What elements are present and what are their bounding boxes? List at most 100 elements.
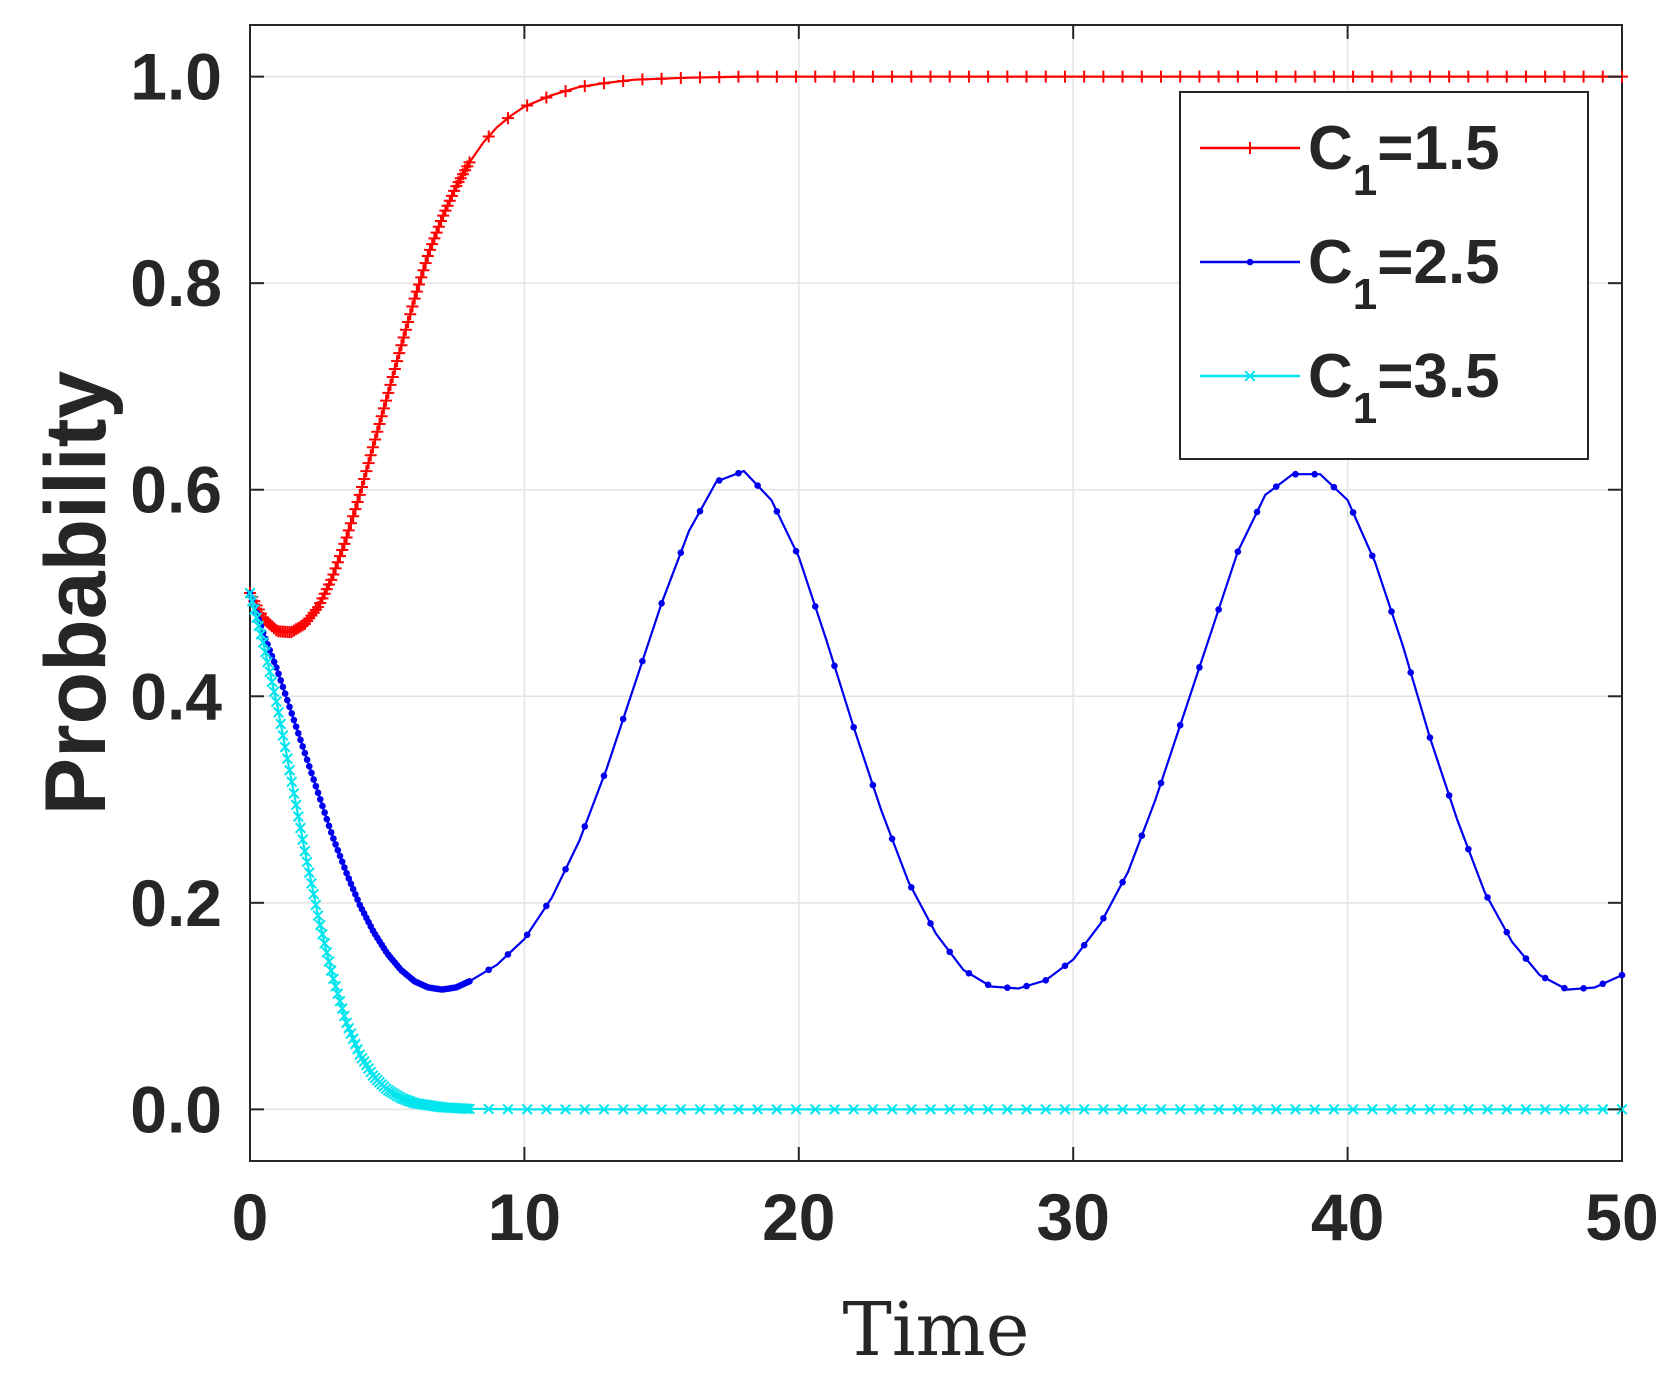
data-point [886,70,899,83]
data-point [288,710,296,717]
data-point [347,510,360,523]
data-point [358,473,371,486]
data-point [273,706,285,718]
data-point [1541,974,1549,982]
data-point [303,867,315,879]
data-point [521,99,534,112]
data-point [732,70,745,83]
data-point [384,378,397,391]
data-point [1618,971,1626,979]
data-point [639,657,646,665]
data-point [675,1103,687,1115]
data-point [578,80,591,93]
data-point [543,902,550,910]
data-point [404,308,417,321]
data-point [301,749,309,757]
data-point [408,292,421,305]
data-point [325,573,338,586]
data-point [424,243,437,256]
data-point [908,884,915,891]
data-point [790,1103,802,1115]
data-point [619,715,627,723]
data-point [332,841,339,848]
data-point [331,556,344,569]
data-point [347,880,355,888]
data-point [432,220,445,233]
data-point [790,70,803,83]
data-point [310,776,317,783]
data-point [1116,70,1129,83]
data-point [421,250,434,263]
data-point [1599,980,1607,988]
data-point [288,787,300,799]
data-point [581,823,589,830]
data-point [316,796,324,803]
data-point [1519,70,1532,83]
data-point [349,885,357,893]
data-point [771,1103,783,1115]
data-point [1423,70,1436,83]
data-point [828,1103,840,1115]
data-point [965,969,973,977]
data-point [1443,1103,1455,1115]
data-point [1212,70,1225,83]
data-point [341,864,348,871]
data-point [1244,370,1256,382]
data-point [485,966,493,974]
data-point [246,595,258,607]
data-point [279,683,287,691]
data-point [330,980,342,992]
data-point [1292,470,1299,478]
data-point [413,278,426,291]
data-point [1001,70,1014,83]
data-point [299,845,311,857]
data-point [334,550,347,563]
data-point [338,537,351,550]
x-tick-label: 50 [1585,1180,1658,1254]
series-2 [246,469,1626,993]
data-point [773,508,781,515]
data-point [1481,70,1494,83]
data-point [1080,941,1088,949]
data-point [362,457,375,470]
data-point [1366,70,1379,83]
data-point [321,809,328,816]
data-point [310,899,322,911]
data-point [1040,1103,1052,1115]
data-point [694,1103,706,1115]
data-point [268,686,280,698]
data-point [351,495,364,508]
data-point [677,549,685,557]
data-point [715,477,723,484]
data-point [696,507,704,515]
data-point [752,1103,764,1115]
data-point [284,764,296,776]
data-point [417,264,430,277]
data-point [848,1103,860,1115]
data-point [866,70,879,83]
data-point [1078,1103,1090,1115]
data-point [1501,1103,1513,1115]
data-point [373,417,386,430]
data-point [1328,1103,1340,1115]
data-point [294,729,302,737]
x-axis-label: Time [843,1287,1030,1373]
data-point [327,568,340,581]
data-point [275,670,282,678]
data-point [1385,1103,1398,1115]
data-point [461,1103,473,1115]
data-point [1311,470,1318,478]
data-point [466,978,473,985]
data-point [1445,792,1453,799]
data-point [305,877,317,889]
data-point [521,1103,533,1115]
data-point [597,77,610,90]
data-point [1213,1103,1225,1115]
data-point [540,1103,552,1115]
data-point [502,1103,514,1115]
data-point [325,822,333,830]
data-point [340,531,353,544]
data-point [279,741,291,753]
data-point [1443,70,1456,83]
